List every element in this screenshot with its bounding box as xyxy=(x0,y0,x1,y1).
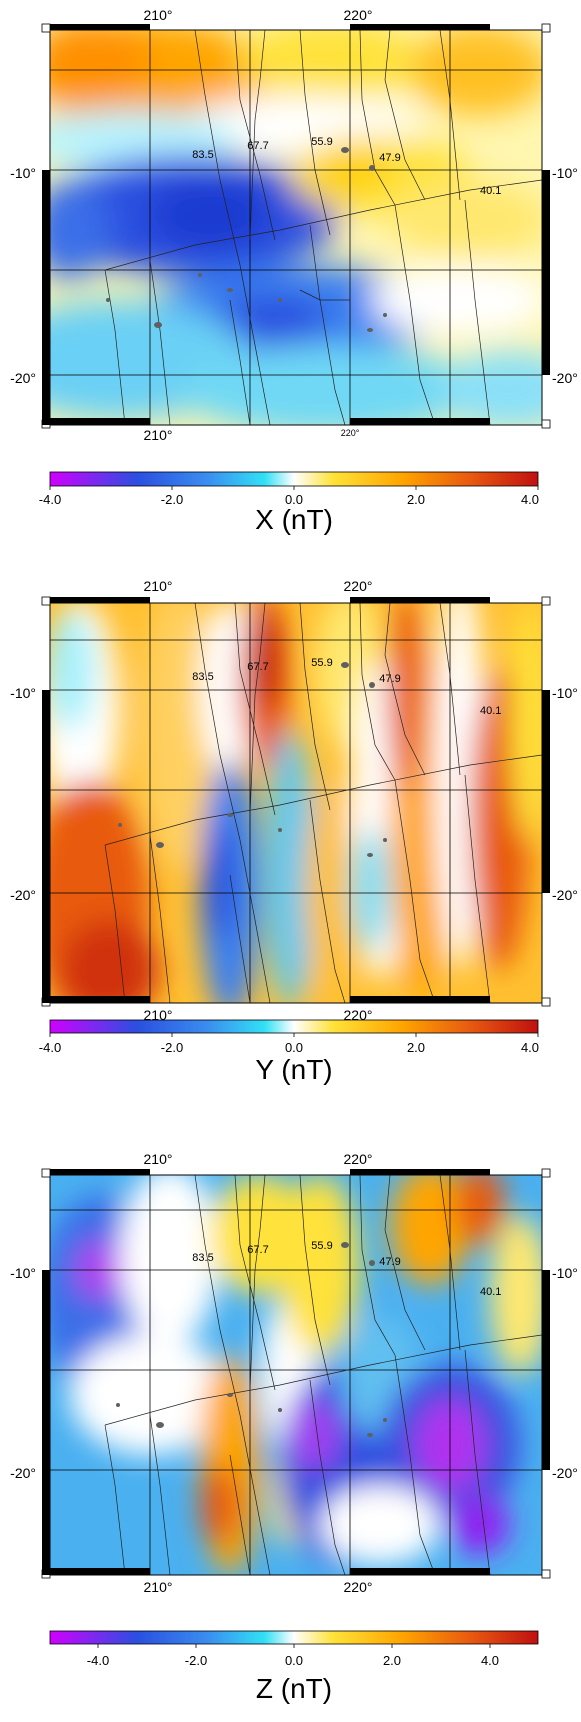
map-x-border xyxy=(41,23,551,429)
islands-z xyxy=(116,1242,387,1437)
colorbar-y-tick-2: 0.0 xyxy=(285,1040,303,1055)
grid-lines-x xyxy=(50,30,542,425)
grid-lines-y xyxy=(50,603,542,1003)
colorbar-y-tick-4: 4.0 xyxy=(521,1040,539,1055)
colorbar-x: -4.0 -2.0 0.0 2.0 4.0 X (nT) xyxy=(39,471,539,535)
colorbar-y: -4.0 -2.0 0.0 2.0 4.0 Y (nT) xyxy=(39,1019,539,1085)
colorbar-y-tick-3: 2.0 xyxy=(407,1040,425,1055)
islands-x xyxy=(106,147,387,332)
colorbar-y-gradient xyxy=(49,1019,539,1034)
age-label-47-9: 47.9 xyxy=(379,673,400,685)
lon-label-top-220: 220° xyxy=(344,1151,373,1167)
isochron-lines-y xyxy=(104,602,543,1004)
lon-label-top-210: 210° xyxy=(144,578,173,594)
lat-label-left-10: -10° xyxy=(10,165,36,181)
age-label-55-9: 55.9 xyxy=(311,136,332,148)
colorbar-x-tick-1: -2.0 xyxy=(161,492,183,507)
panel-y-component: 210° 220° 210° 220° -10° -20° -10° -20° … xyxy=(0,570,581,1145)
panel-x-svg: 210° 220° 210° 220° -10° -20° -10° -20° … xyxy=(10,7,578,535)
colorbar-z-tick-4: 4.0 xyxy=(481,1653,499,1668)
colorbar-y-tick-1: -2.0 xyxy=(161,1040,183,1055)
lon-label-top-210: 210° xyxy=(144,1151,173,1167)
colorbar-z-title: Z (nT) xyxy=(256,1673,332,1704)
colorbar-z-tick-0: -4.0 xyxy=(87,1653,109,1668)
colorbar-x-tick-0: -4.0 xyxy=(39,492,61,507)
lat-label-right-10: -10° xyxy=(552,165,578,181)
map-z: 210° 220° 210° 220° -10° -20° -10° -20° … xyxy=(10,1151,578,1595)
lon-label-bottom-220: 220° xyxy=(344,1579,373,1595)
map-y-border xyxy=(41,596,551,1007)
age-label-83-5: 83.5 xyxy=(192,149,213,161)
colorbar-z-gradient xyxy=(49,1630,539,1645)
colorbar-y-tick-0: -4.0 xyxy=(39,1040,61,1055)
lat-label-right-10: -10° xyxy=(552,685,578,701)
lat-label-right-20: -20° xyxy=(552,1465,578,1481)
lon-label-top-210: 210° xyxy=(144,7,173,23)
lat-label-left-20: -20° xyxy=(10,1465,36,1481)
age-label-40-1: 40.1 xyxy=(480,705,501,717)
panel-z-svg: 210° 220° 210° 220° -10° -20° -10° -20° … xyxy=(10,1151,578,1704)
lat-label-left-20: -20° xyxy=(10,370,36,386)
colorbar-x-tick-2: 0.0 xyxy=(285,492,303,507)
panel-x-component: 210° 220° 210° 220° -10° -20° -10° -20° … xyxy=(0,0,581,570)
lon-label-bottom-210: 210° xyxy=(144,427,173,443)
colorbar-y-title: Y (nT) xyxy=(255,1054,332,1085)
lat-label-left-10: -10° xyxy=(10,1265,36,1281)
age-label-67-7: 67.7 xyxy=(247,140,268,152)
colorbar-x-tick-3: 2.0 xyxy=(407,492,425,507)
colorbar-x-gradient xyxy=(49,471,539,487)
lat-label-left-10: -10° xyxy=(10,685,36,701)
panel-z-component: 210° 220° 210° 220° -10° -20° -10° -20° … xyxy=(0,1145,581,1722)
map-y: 210° 220° 210° 220° -10° -20° -10° -20° … xyxy=(10,578,578,1023)
lon-label-bottom-210: 210° xyxy=(144,1579,173,1595)
map-x: 210° 220° 210° 220° -10° -20° -10° -20° … xyxy=(10,7,578,443)
colorbar-x-tick-4: 4.0 xyxy=(521,492,539,507)
map-z-border xyxy=(41,1168,551,1579)
lat-label-right-10: -10° xyxy=(552,1265,578,1281)
age-label-55-9: 55.9 xyxy=(311,657,332,669)
isochron-lines-x xyxy=(104,29,543,426)
panel-y-svg: 210° 220° 210° 220° -10° -20° -10° -20° … xyxy=(10,578,578,1085)
lon-label-bottom-220: 220° xyxy=(344,1007,373,1023)
age-label-47-9: 47.9 xyxy=(379,1256,400,1268)
age-label-67-7: 67.7 xyxy=(247,1244,268,1256)
grid-lines-z xyxy=(50,1175,542,1575)
age-label-40-1: 40.1 xyxy=(480,185,501,197)
lat-label-right-20: -20° xyxy=(552,887,578,903)
age-label-40-1: 40.1 xyxy=(480,1286,501,1298)
age-label-83-5: 83.5 xyxy=(192,1252,213,1264)
colorbar-z: -4.0 -2.0 0.0 2.0 4.0 Z (nT) xyxy=(49,1630,539,1704)
age-label-47-9: 47.9 xyxy=(379,152,400,164)
anomaly-field-y xyxy=(50,603,542,1003)
anomaly-field-x xyxy=(50,30,542,425)
lat-label-right-20: -20° xyxy=(552,370,578,386)
lon-label-top-220: 220° xyxy=(344,578,373,594)
age-label-83-5: 83.5 xyxy=(192,671,213,683)
colorbar-z-tick-2: 0.0 xyxy=(285,1653,303,1668)
colorbar-z-tick-3: 2.0 xyxy=(383,1653,401,1668)
age-label-67-7: 67.7 xyxy=(247,661,268,673)
lon-label-bottom-220: 220° xyxy=(341,428,360,438)
lon-label-top-220: 220° xyxy=(344,7,373,23)
lon-label-bottom-210: 210° xyxy=(144,1007,173,1023)
lat-label-left-20: -20° xyxy=(10,887,36,903)
islands-y xyxy=(118,662,387,857)
isochron-lines-z xyxy=(104,1174,543,1576)
age-label-55-9: 55.9 xyxy=(311,1240,332,1252)
colorbar-z-tick-1: -2.0 xyxy=(185,1653,207,1668)
colorbar-x-title: X (nT) xyxy=(255,504,333,535)
